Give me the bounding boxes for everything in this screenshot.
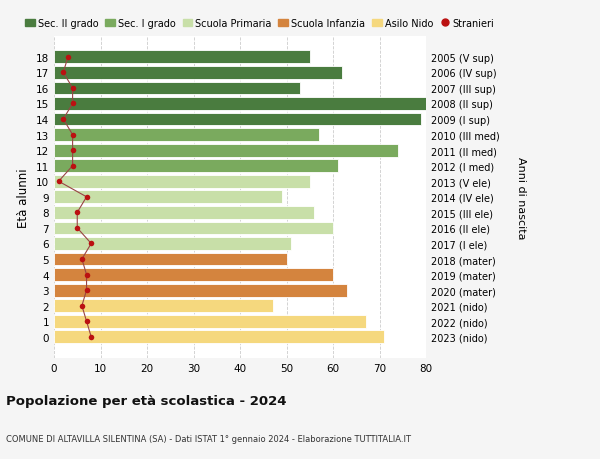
Point — [68, 147, 77, 155]
Legend: Sec. II grado, Sec. I grado, Scuola Primaria, Scuola Infanzia, Asilo Nido, Stran: Sec. II grado, Sec. I grado, Scuola Prim… — [25, 19, 494, 28]
Bar — [54, 269, 333, 281]
Point — [77, 302, 87, 310]
Bar — [54, 300, 272, 313]
Bar — [54, 113, 421, 126]
Point — [86, 240, 96, 247]
Bar — [54, 51, 310, 64]
Point — [73, 209, 82, 217]
Text: Popolazione per età scolastica - 2024: Popolazione per età scolastica - 2024 — [6, 394, 287, 407]
Bar — [54, 145, 398, 157]
Bar — [54, 191, 282, 204]
Bar — [54, 330, 384, 343]
Point — [68, 162, 77, 170]
Bar — [54, 238, 291, 250]
Bar — [54, 160, 338, 173]
Bar — [54, 222, 333, 235]
Bar — [54, 82, 301, 95]
Bar — [54, 315, 365, 328]
Point — [86, 333, 96, 341]
Point — [68, 85, 77, 92]
Point — [63, 54, 73, 62]
Text: COMUNE DI ALTAVILLA SILENTINA (SA) - Dati ISTAT 1° gennaio 2024 - Elaborazione T: COMUNE DI ALTAVILLA SILENTINA (SA) - Dat… — [6, 434, 411, 442]
Point — [82, 194, 91, 201]
Bar — [54, 129, 319, 142]
Point — [68, 132, 77, 139]
Bar — [54, 207, 314, 219]
Bar — [54, 98, 426, 111]
Point — [59, 69, 68, 77]
Bar — [54, 67, 342, 79]
Bar — [54, 253, 287, 266]
Point — [54, 178, 64, 185]
Point — [73, 225, 82, 232]
Bar — [54, 284, 347, 297]
Point — [77, 256, 87, 263]
Bar — [54, 175, 310, 188]
Point — [59, 116, 68, 123]
Y-axis label: Anni di nascita: Anni di nascita — [516, 156, 526, 239]
Point — [82, 287, 91, 294]
Point — [82, 318, 91, 325]
Point — [68, 101, 77, 108]
Y-axis label: Età alunni: Età alunni — [17, 168, 31, 227]
Point — [82, 271, 91, 279]
